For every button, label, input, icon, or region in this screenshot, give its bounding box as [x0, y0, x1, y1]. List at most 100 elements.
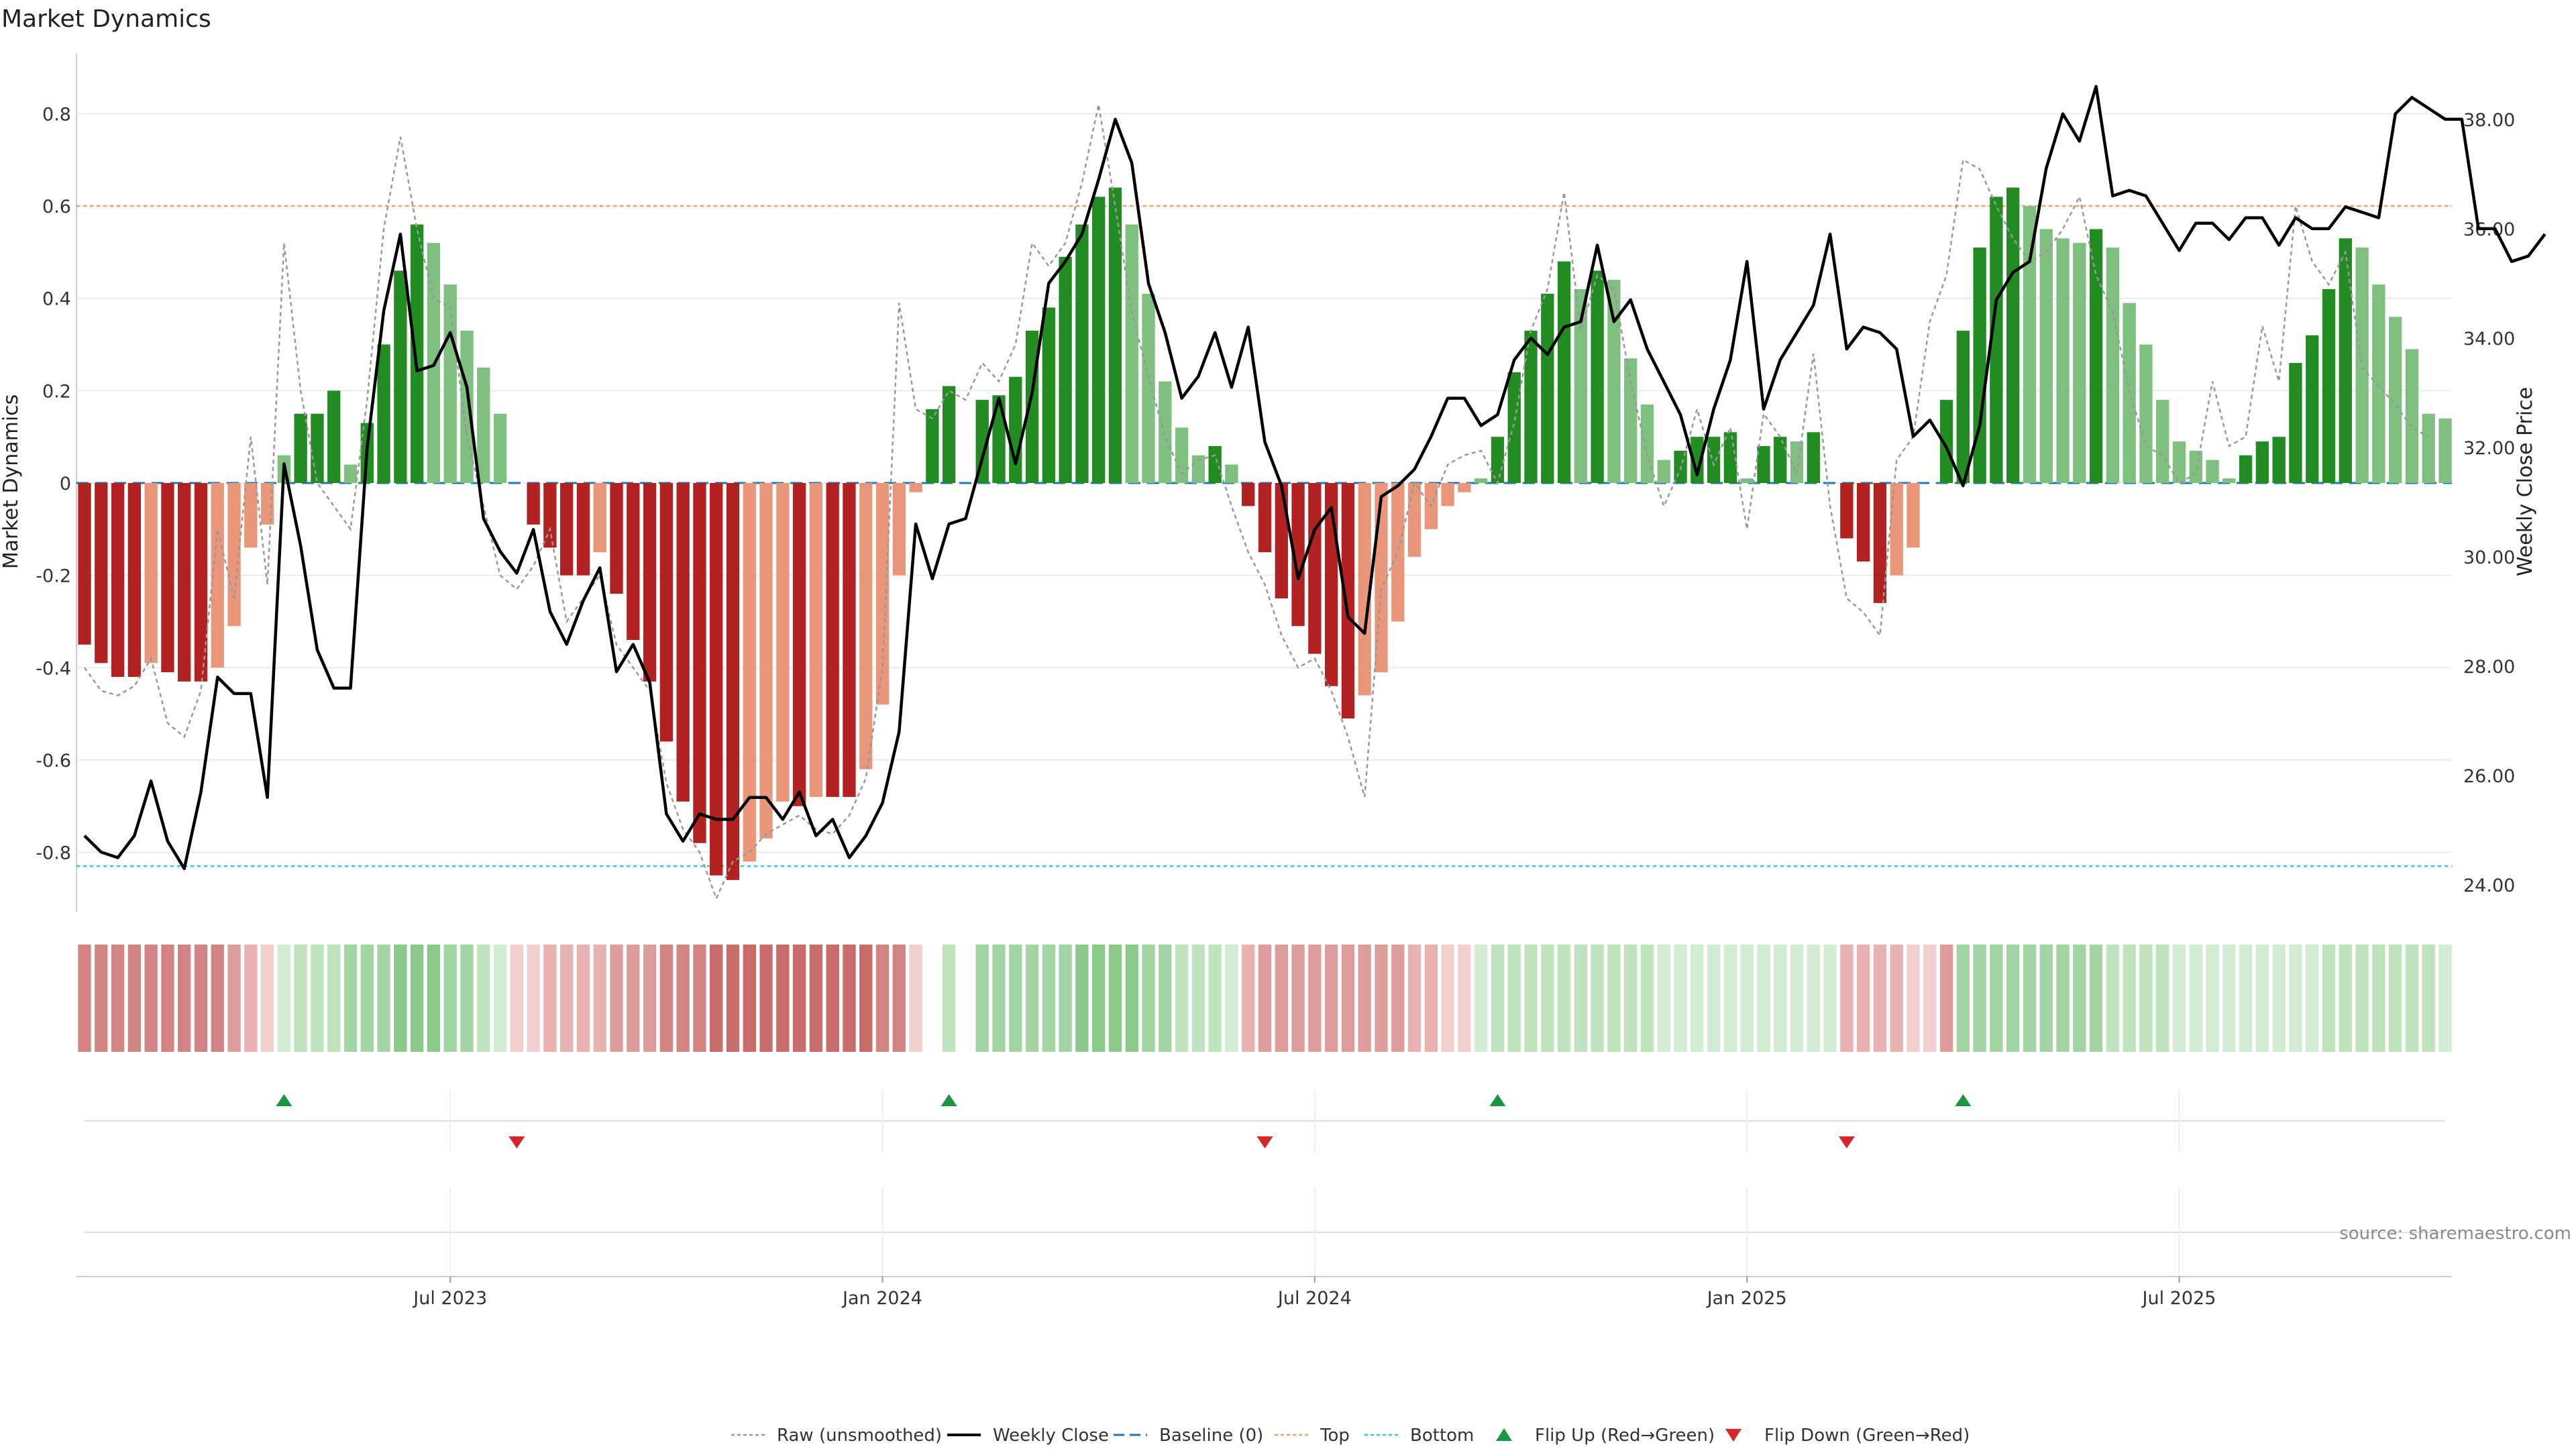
histogram-bar: [926, 409, 939, 483]
legend-label: Raw (unsmoothed): [777, 1426, 942, 1446]
regime-band-cell: [875, 945, 890, 1052]
histogram-bar: [610, 483, 623, 594]
y-left-tick-label: -0.6: [36, 751, 71, 771]
y-left-tick-label: 0: [60, 474, 71, 494]
regime-band-cell: [1108, 945, 1122, 1052]
regime-band-cell: [1175, 945, 1189, 1052]
regime-band-cell: [1258, 945, 1272, 1052]
histogram-bar: [1939, 400, 1953, 483]
legend: Raw (unsmoothed) Weekly Close Baseline (0)…: [731, 1426, 1970, 1446]
regime-band-cell: [1491, 945, 1505, 1052]
regime-band-cell: [1591, 945, 1604, 1052]
histogram-bar: [1009, 376, 1022, 483]
histogram-bar: [1358, 483, 1371, 696]
regime-band-cell: [244, 945, 258, 1052]
histogram-bar: [1890, 483, 1903, 576]
histogram-bar: [2289, 363, 2302, 483]
regime-band-cell: [859, 945, 873, 1052]
histogram-bar: [527, 483, 540, 525]
regime-band-cell: [2239, 945, 2253, 1052]
histogram-bar: [726, 483, 740, 880]
regime-band-cell: [2255, 945, 2269, 1052]
regime-band-cell: [1308, 945, 1322, 1052]
regime-band-cell: [826, 945, 839, 1052]
regime-band-cell: [377, 945, 390, 1052]
histogram-bar: [1607, 280, 1621, 483]
source-note: source: sharemaestro.com: [2339, 1224, 2571, 1244]
histogram-bar: [2388, 317, 2402, 483]
histogram-bar: [2355, 248, 2369, 483]
histogram-bar: [1524, 330, 1538, 483]
histogram-bar: [2239, 455, 2253, 483]
histogram-bar: [975, 400, 989, 483]
regime-band-cell: [2322, 945, 2336, 1052]
legend-label: Flip Down (Green→Red): [1764, 1426, 1970, 1446]
regime-band: [78, 945, 2452, 1052]
regime-band-cell: [2372, 945, 2385, 1052]
histogram-bar: [477, 367, 490, 483]
regime-band-cell: [1407, 945, 1421, 1052]
regime-band-cell: [1574, 945, 1588, 1052]
histogram-bar: [2023, 206, 2037, 483]
regime-band-cell: [1191, 945, 1205, 1052]
regime-band-cell: [643, 945, 657, 1052]
regime-band-cell: [992, 945, 1006, 1052]
regime-band-cell: [2189, 945, 2202, 1052]
histogram-bar: [843, 483, 856, 797]
histogram-bar: [809, 483, 823, 797]
regime-band-cell: [1690, 945, 1704, 1052]
flip-down-marker: [1256, 1136, 1273, 1148]
regime-band-cell: [1907, 945, 1920, 1052]
histogram-bar: [1291, 483, 1305, 627]
regime-band-cell: [1757, 945, 1770, 1052]
regime-band-cell: [1125, 945, 1138, 1052]
histogram-bar: [1225, 464, 1238, 483]
histogram-bar: [1956, 330, 1970, 483]
regime-band-cell: [1458, 945, 1471, 1052]
histogram-bar: [1407, 483, 1421, 557]
regime-band-cell: [527, 945, 540, 1052]
histogram-bar: [1242, 483, 1255, 506]
regime-band-cell: [2073, 945, 2086, 1052]
histogram-bar: [2222, 478, 2236, 483]
histogram-bar: [1840, 483, 1854, 539]
regime-band-cell: [1375, 945, 1388, 1052]
regime-band-cell: [942, 945, 956, 1052]
y-left-tick-label: 0.4: [42, 289, 71, 310]
regime-band-cell: [1291, 945, 1305, 1052]
regime-band-cell: [593, 945, 606, 1052]
histogram-bar: [2006, 187, 2020, 483]
regime-band-cell: [576, 945, 590, 1052]
regime-band-cell: [610, 945, 623, 1052]
lower-panel: source: sharemaestro.com Jul 2023 Jan 202…: [76, 1187, 2571, 1309]
regime-band-cell: [1507, 945, 1521, 1052]
histogram-bar: [1507, 372, 1521, 483]
histogram-bar: [1059, 256, 1072, 483]
histogram-bar: [111, 483, 125, 678]
regime-band-cell: [676, 945, 690, 1052]
histogram-bar: [2089, 229, 2103, 483]
regime-band-cell: [1840, 945, 1854, 1052]
histogram-bar: [1574, 288, 1588, 483]
histogram-bar: [1391, 483, 1405, 622]
legend-flip-up-swatch: [1496, 1428, 1512, 1441]
regime-band-cell: [1075, 945, 1089, 1052]
regime-band-cell: [792, 945, 806, 1052]
regime-band-cell: [726, 945, 740, 1052]
histogram-bar: [127, 483, 142, 678]
raw-unsmoothed-line: [83, 104, 2429, 901]
regime-band-cell: [710, 945, 723, 1052]
regime-band-cell: [410, 945, 424, 1052]
y-left-tick-label: 0.8: [42, 104, 71, 125]
histogram-bar: [942, 386, 956, 483]
regime-band-cell: [1242, 945, 1255, 1052]
y-right-tick-label: 24.00: [2463, 875, 2515, 896]
histogram-bar: [2405, 349, 2419, 483]
histogram-bar: [1092, 197, 1106, 483]
histogram-bar: [743, 483, 756, 862]
regime-band-cell: [1890, 945, 1903, 1052]
histogram-bar: [759, 483, 773, 839]
regime-band-cell: [2039, 945, 2053, 1052]
y-right-tick-label: 26.00: [2463, 766, 2515, 787]
regime-band-cell: [1208, 945, 1222, 1052]
